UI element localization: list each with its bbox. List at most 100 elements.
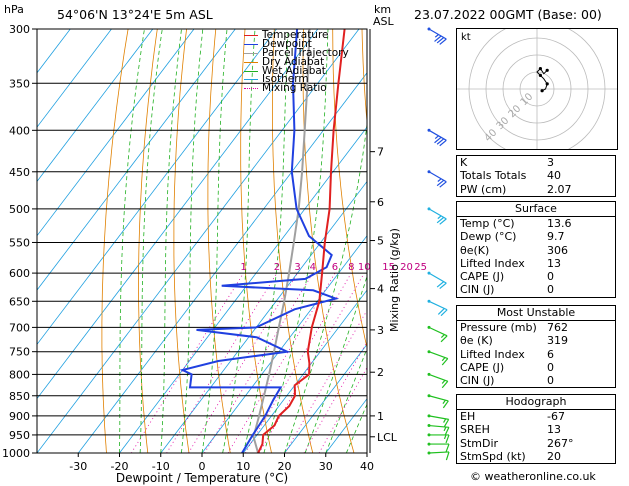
surface-title: Surface <box>457 202 615 217</box>
pressure-tick-label: 300 <box>9 23 30 36</box>
legend-item: Temperature <box>244 30 349 40</box>
parcel-trajectory-line <box>252 29 311 453</box>
wind-barb <box>427 271 447 289</box>
credit: © weatheronline.co.uk <box>470 470 596 483</box>
hodograph-point <box>545 82 549 86</box>
hodograph-point <box>545 68 549 72</box>
temperature-tick-label: 0 <box>199 460 206 473</box>
surface-value: 306 <box>547 243 568 257</box>
legend-swatch <box>244 52 258 54</box>
pressure-tick-label: 400 <box>9 124 30 137</box>
hodograph-stats-box: Hodograph EH -67 SREH 13 StmDir 267° StmSpd (k… <box>456 394 616 465</box>
surface-row: Temp (°C) 13.6 <box>457 217 615 230</box>
legend-label: Parcel Trajectory <box>262 46 349 59</box>
most-unstable-row: Pressure (mb) 762 <box>457 321 615 334</box>
indices-key: PW (cm) <box>460 182 507 196</box>
wet-adiabat-line <box>139 29 163 453</box>
mixing-ratio-line <box>284 309 367 453</box>
mixing-ratio-line <box>188 272 298 453</box>
most-unstable-value: 319 <box>547 334 568 348</box>
isotherm-line <box>160 180 367 453</box>
temperature-tick-label: -30 <box>69 460 87 473</box>
temperature-tick-label: -10 <box>152 460 170 473</box>
km-tick-label: 6 <box>377 196 384 209</box>
pressure-tick-label: 950 <box>9 429 30 442</box>
pressure-tick-label: 750 <box>9 346 30 359</box>
dry-adiabat-line <box>207 29 231 453</box>
mixing-ratio-labels: 1 2 3 4 6 8 10 15 20 25 <box>240 262 427 273</box>
legend-item: Dewpoint <box>244 39 349 49</box>
legend-item: Dry Adiabat <box>244 56 349 67</box>
most-unstable-row: θe (K) 319 <box>457 334 615 347</box>
dry-adiabat-line <box>625 29 629 453</box>
mixing-ratio-label: 10 <box>358 262 371 273</box>
hodograph-point <box>538 67 542 71</box>
legend-item: Isotherm <box>244 73 349 86</box>
wind-barb <box>427 350 449 366</box>
wet-adiabat-line <box>222 29 256 453</box>
legend-swatch <box>244 88 258 90</box>
temperature-tick-label: 20 <box>278 460 292 473</box>
mixing-ratio-label: 20 <box>400 262 413 273</box>
x-axis-label: Dewpoint / Temperature (°C) <box>116 471 288 485</box>
hodograph-point <box>538 73 542 77</box>
pressure-tick-label: 700 <box>9 321 30 334</box>
isotherm-line <box>201 235 367 453</box>
hodograph-stats-value: -67 <box>547 410 565 423</box>
temperature-tick-label: 30 <box>319 460 333 473</box>
hodograph-unit-label: kt <box>461 32 471 43</box>
mixing-ratio-line <box>258 272 365 453</box>
pressure-tick-label: 550 <box>9 236 30 249</box>
hodograph-stats-key: StmSpd (kt) <box>460 449 526 463</box>
hodograph-panel: kt 10 20 30 40 <box>456 20 618 158</box>
indices-key: Totals Totals <box>460 169 527 183</box>
mixing-ratio-line <box>204 272 314 453</box>
profiles <box>179 29 346 453</box>
pressure-tick-label: 800 <box>9 368 30 381</box>
most-unstable-box: Most Unstable Pressure (mb) 762 θe (K) 319 L… <box>456 305 616 389</box>
wet-adiabat-line <box>201 29 228 453</box>
hodograph-stats-value: 20 <box>547 449 561 463</box>
wind-barbs <box>427 27 450 461</box>
surface-key: Lifted Index <box>460 256 525 270</box>
wet-adiabat-line <box>119 29 145 453</box>
legend-swatch <box>244 79 258 81</box>
km-label: km <box>374 3 391 16</box>
most-unstable-value: 762 <box>547 321 568 334</box>
isotherm-line <box>77 72 367 453</box>
km-tick-label: 2 <box>377 366 384 379</box>
most-unstable-value: 0 <box>547 374 554 388</box>
surface-value: 0 <box>547 270 554 284</box>
indices-box: K 3 Totals Totals 40 PW (cm) 2.07 <box>456 155 616 197</box>
wind-barb <box>427 170 447 188</box>
wind-barb <box>427 451 450 461</box>
wet-adiabat-line <box>284 121 367 453</box>
isotherm-line <box>119 126 367 453</box>
legend-label: Isotherm <box>262 73 309 86</box>
surface-row: θe(K) 306 <box>457 244 615 257</box>
hodograph-ring-label: 20 <box>507 103 524 120</box>
wind-barb <box>427 27 447 45</box>
km-tick-label: LCL <box>377 431 398 444</box>
hodograph-stats-row: EH -67 <box>457 410 615 423</box>
surface-key: CIN (J) <box>460 283 495 297</box>
legend-item: Wet Adiabat <box>244 65 349 76</box>
wind-barb <box>427 299 448 317</box>
most-unstable-key: Pressure (mb) <box>460 321 537 334</box>
pressure-axis: 300 350 400 450 500 550 600 650 700 750 800 850 900 9… <box>2 23 30 460</box>
legend-swatch <box>244 61 258 63</box>
wind-barb <box>427 207 447 225</box>
wind-barb <box>427 424 450 436</box>
dewpoint-line <box>179 29 340 453</box>
datetime-title: 23.07.2022 00GMT (Base: 00) <box>414 7 602 22</box>
indices-row: PW (cm) 2.07 <box>457 183 615 196</box>
mixing-ratio-line <box>166 272 278 453</box>
temperature-tick-label: 10 <box>236 460 250 473</box>
pressure-tick-label: 350 <box>9 77 30 90</box>
asl-label: ASL <box>373 15 395 28</box>
km-tick-label: 7 <box>377 146 384 159</box>
mixing-ratio-label: 2 <box>274 262 280 273</box>
temperature-axis: -30 -20 -10 0 10 20 30 40 <box>69 453 374 473</box>
km-axis: 1 2 3 4 5 6 7 LCL <box>369 29 398 453</box>
